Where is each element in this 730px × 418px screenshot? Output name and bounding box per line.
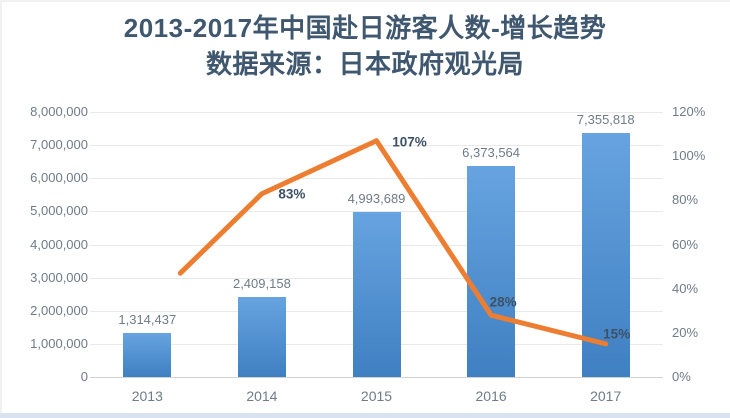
x-axis-label-2013: 2013 — [131, 388, 163, 404]
growth-pct-label: 15% — [603, 326, 631, 342]
x-axis-label-2014: 2014 — [246, 388, 278, 404]
right-axis-tick: 80% — [672, 192, 699, 208]
right-axis-tick: 0% — [672, 369, 691, 384]
left-axis-tick: 4,000,000 — [30, 236, 88, 252]
bar-2014 — [237, 297, 286, 377]
x-axis-label-2015: 2015 — [360, 388, 393, 404]
top-edge-divider — [0, 0, 730, 2]
gridline — [90, 145, 663, 147]
left-axis-tick: 2,000,000 — [30, 302, 88, 318]
left-axis-tick: 0 — [80, 369, 88, 384]
x-axis-line — [90, 377, 663, 378]
right-axis-tick: 40% — [672, 280, 699, 296]
left-axis-tick: 3,000,000 — [30, 269, 88, 285]
right-axis-tick: 20% — [672, 324, 699, 340]
left-axis-tick: 5,000,000 — [30, 203, 88, 219]
bar-2016 — [467, 165, 516, 377]
chart-title: 2013-2017年中国赴日游客人数-增长趋势 数据来源：日本政府观光局 — [0, 10, 730, 82]
left-axis-tick: 8,000,000 — [30, 104, 88, 119]
left-edge-divider — [0, 0, 2, 418]
chart-title-line1: 2013-2017年中国赴日游客人数-增长趋势 — [123, 13, 607, 43]
right-axis-tick: 60% — [672, 236, 699, 252]
bar-value-label: 4,993,689 — [347, 190, 406, 206]
growth-pct-label: 28% — [489, 294, 517, 310]
right-axis-tick: 100% — [672, 148, 706, 164]
left-axis-tick: 1,000,000 — [30, 335, 88, 351]
x-axis-label-2017: 2017 — [590, 388, 622, 404]
right-axis-tick: 120% — [672, 104, 706, 119]
gridline — [90, 178, 663, 180]
bar-value-label: 7,355,818 — [576, 112, 635, 128]
bar-value-label: 1,314,437 — [118, 312, 177, 328]
x-axis-label-2016: 2016 — [475, 388, 507, 404]
gridline — [90, 112, 663, 113]
bar-2013 — [123, 333, 172, 377]
chart-title-line2: 数据来源：日本政府观光局 — [205, 49, 524, 79]
growth-pct-label: 83% — [278, 186, 306, 202]
bar-2015 — [352, 211, 401, 377]
bar-value-label: 6,373,564 — [462, 144, 521, 160]
left-axis-tick: 7,000,000 — [30, 137, 88, 153]
bar-value-label: 2,409,158 — [232, 276, 291, 292]
growth-pct-label: 107% — [392, 134, 427, 150]
bottom-border-strip — [0, 413, 730, 418]
left-axis-tick: 6,000,000 — [30, 170, 88, 186]
